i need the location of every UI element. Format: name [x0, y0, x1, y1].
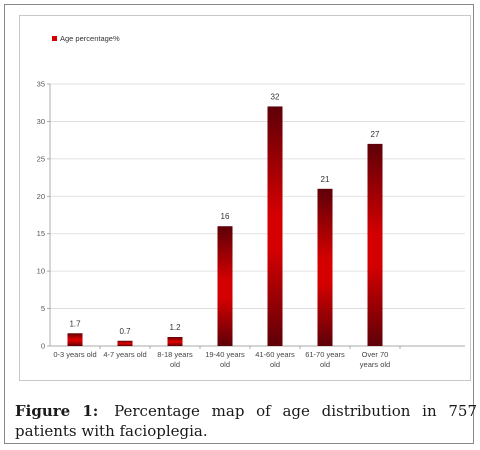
data-label: 0.7 — [119, 327, 131, 336]
y-tick-label: 0 — [41, 342, 45, 351]
x-tick-label: Over 70 years old — [360, 350, 390, 369]
data-label: 21 — [321, 175, 330, 184]
data-label: 1.2 — [169, 323, 181, 332]
bar — [367, 143, 383, 346]
bar — [167, 337, 183, 346]
x-tick-label: 0-3 years old — [53, 350, 96, 359]
bar — [67, 333, 83, 346]
data-label: 16 — [221, 212, 230, 221]
bar — [117, 340, 133, 346]
y-tick-label: 35 — [37, 80, 45, 89]
y-tick-label: 25 — [37, 154, 45, 163]
x-tick-label: 4-7 years old — [103, 350, 146, 359]
y-tick-label: 10 — [37, 267, 45, 276]
x-tick-label: 61-70 years old — [305, 350, 345, 369]
bar — [317, 188, 333, 346]
y-tick-label: 30 — [37, 117, 45, 126]
y-tick-label: 5 — [41, 304, 45, 313]
x-tick-label: 19-40 years old — [205, 350, 245, 369]
data-label: 1.7 — [69, 319, 81, 328]
x-tick-label: 8-18 years old — [157, 350, 193, 369]
figure-caption: Figure 1: Percentage map of age distribu… — [15, 401, 477, 441]
chart-area: 0 5 10 15 20 25 30 35 1.7 0-3 years old 0.7 4-7 yea… — [19, 15, 471, 381]
data-label: 32 — [271, 92, 280, 101]
bar — [217, 226, 233, 346]
figure-caption-text: Percentage map of age distribution in 75… — [15, 402, 477, 440]
legend-label: Age percentage% — [60, 34, 120, 43]
bar — [267, 106, 283, 346]
y-tick-label: 15 — [37, 229, 45, 238]
data-label: 27 — [371, 130, 380, 139]
x-tick-label: 41-60 years old — [255, 350, 295, 369]
bar-chart: 0 5 10 15 20 25 30 35 1.7 0-3 years old 0.7 4-7 yea… — [37, 34, 465, 369]
y-tick-label: 20 — [37, 192, 45, 201]
figure-label: Figure 1: — [15, 402, 99, 420]
figure-frame: 0 5 10 15 20 25 30 35 1.7 0-3 years old 0.7 4-7 yea… — [4, 4, 477, 444]
legend-swatch — [52, 36, 57, 41]
